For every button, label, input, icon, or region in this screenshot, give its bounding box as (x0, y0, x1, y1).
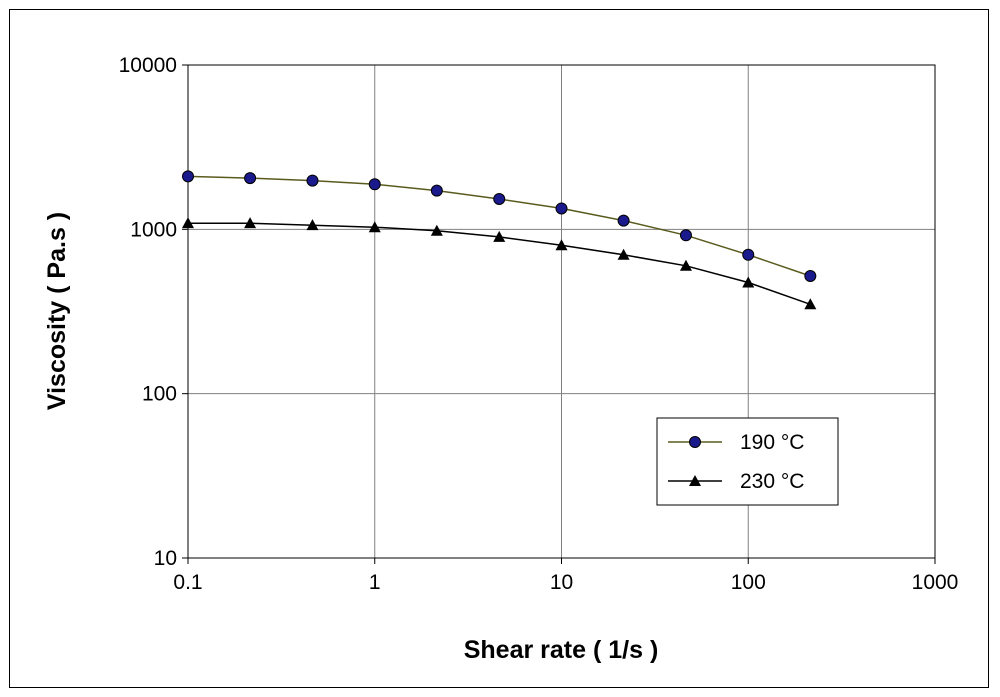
chart-frame (9, 9, 989, 688)
data-point-triangle (182, 217, 194, 229)
data-point-circle (679, 229, 692, 242)
data-point-triangle (742, 276, 755, 288)
data-point-circle (493, 192, 506, 205)
x-tick-label: 100 (731, 571, 766, 594)
x-tick-label: 0.1 (173, 571, 202, 594)
data-point-circle (368, 178, 381, 191)
legend: 190 °C 230 °C (656, 417, 839, 506)
y-tick-label: 100 (142, 383, 177, 406)
legend-entry-230: 230 °C (668, 470, 804, 493)
data-point-circle (742, 248, 755, 261)
data-point-circle (244, 172, 257, 185)
series-190c (182, 170, 817, 283)
data-point-triangle (679, 259, 692, 271)
legend-circle-marker (689, 436, 701, 448)
x-tick-label: 1 (369, 571, 381, 594)
data-point-triangle (244, 217, 257, 229)
x-tick-label: 1000 (912, 571, 959, 594)
data-point-circle (306, 174, 319, 187)
data-point-triangle (804, 298, 817, 310)
data-point-triangle (493, 230, 506, 242)
legend-label-230: 230 °C (740, 470, 804, 493)
legend-triangle-marker (689, 475, 701, 486)
y-tick-label: 1000 (130, 218, 177, 241)
x-axis-ticks: 0.1 1 10 100 1000 (173, 558, 958, 594)
x-tick-label: 10 (550, 571, 573, 594)
series-230c (182, 217, 817, 310)
y-axis-title: Viscosity ( Pa.s ) (43, 212, 71, 410)
legend-entry-190: 190 °C (668, 431, 804, 454)
data-point-circle (555, 202, 568, 215)
y-tick-label: 10 (154, 547, 177, 570)
legend-box (656, 417, 839, 506)
data-point-circle (617, 214, 630, 227)
data-point-circle (182, 170, 194, 183)
data-point-circle (804, 270, 817, 283)
y-axis-ticks: 10 100 1000 10000 (119, 54, 188, 570)
data-point-circle (430, 184, 443, 197)
data-point-triangle (306, 219, 319, 231)
data-point-triangle (430, 224, 443, 236)
data-point-triangle (368, 221, 381, 233)
y-tick-label: 10000 (119, 54, 177, 77)
data-point-triangle (617, 248, 630, 260)
x-axis-title: Shear rate ( 1/s ) (464, 636, 659, 664)
series-line (187, 175, 811, 277)
series-layer (182, 170, 817, 310)
legend-label-190: 190 °C (740, 431, 804, 454)
data-point-triangle (555, 239, 568, 251)
